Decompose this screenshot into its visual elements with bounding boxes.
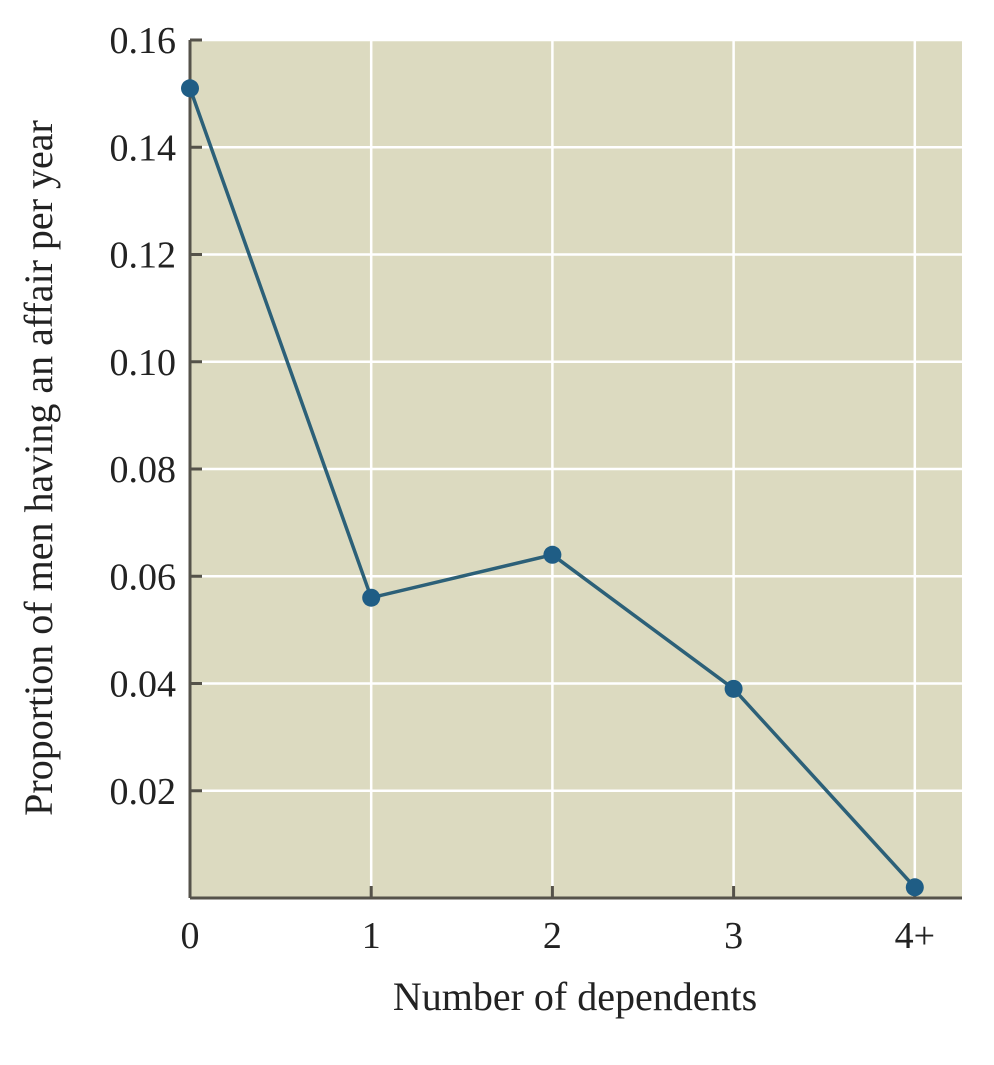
- data-point: [543, 545, 562, 564]
- y-tick-label: 0.06: [110, 556, 177, 598]
- axes: [188, 38, 962, 900]
- y-tick-label: 0.16: [110, 20, 177, 62]
- data-point: [724, 679, 743, 698]
- x-tick-label: 0: [181, 915, 200, 957]
- x-axis-label: Number of dependents: [393, 974, 757, 1019]
- gridlines: [190, 38, 962, 898]
- data-point: [905, 878, 924, 897]
- y-tick-label: 0.02: [110, 771, 177, 813]
- x-tick-label: 1: [362, 915, 381, 957]
- data-point: [181, 79, 199, 98]
- x-tick-label: 2: [543, 915, 562, 957]
- y-tick-label: 0.12: [110, 235, 177, 277]
- series: [181, 79, 924, 897]
- x-tick-label: 4+: [895, 915, 935, 957]
- y-tick-label: 0.04: [110, 664, 177, 706]
- data-point: [362, 588, 381, 607]
- x-tick-label: 3: [724, 915, 743, 957]
- y-tick-label: 0.10: [110, 342, 177, 384]
- y-tick-label: 0.14: [110, 127, 177, 169]
- tick-labels: 0.02 0.04 0.06 0.08 0.10 0.12 0.14 0.16 0 1 2 3 4+: [110, 20, 936, 957]
- y-axis-label: Proportion of men having an affair per y…: [16, 120, 61, 816]
- y-tick-label: 0.08: [110, 449, 177, 491]
